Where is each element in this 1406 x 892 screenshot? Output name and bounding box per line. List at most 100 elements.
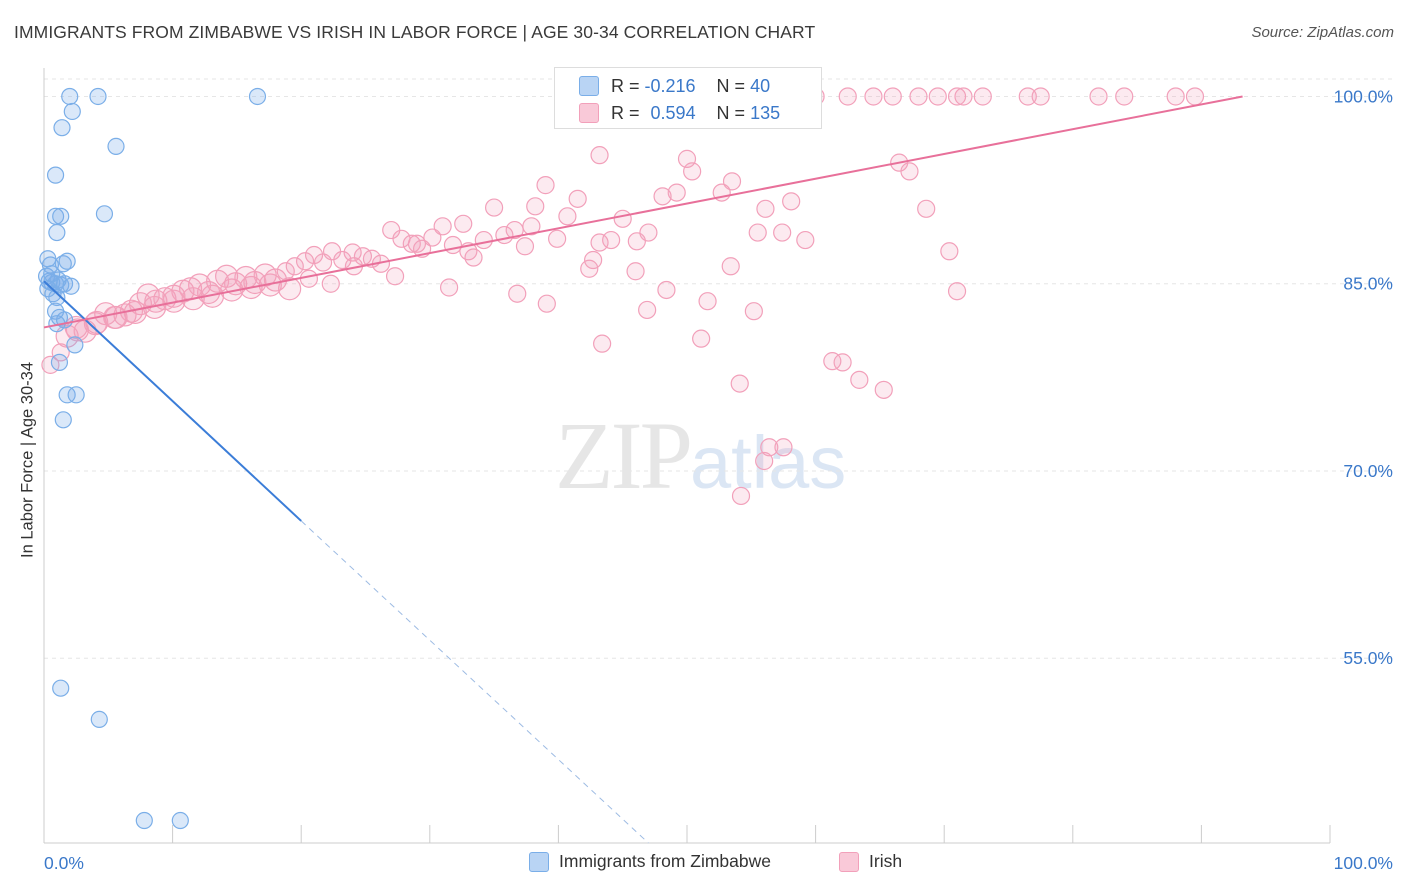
zimbabwe-point [63, 102, 81, 121]
legend-item-zimbabwe[interactable]: Immigrants from Zimbabwe [529, 851, 771, 872]
irish-point [474, 230, 493, 250]
n-value-irish: 135 [750, 102, 781, 123]
irish-point [698, 292, 717, 311]
zimbabwe-point [43, 265, 61, 283]
irish-point [584, 250, 603, 270]
zimbabwe-point [46, 166, 65, 184]
irish-point [1166, 87, 1185, 106]
irish-point [657, 280, 676, 300]
irish-point [402, 234, 421, 253]
zimbabwe-point [61, 87, 79, 106]
zimbabwe-swatch [579, 76, 599, 96]
zimbabwe-point [52, 207, 70, 225]
irish-point [692, 329, 711, 348]
irish-point [626, 262, 645, 281]
irish-point [838, 87, 857, 106]
tick-labels: 100.0% 85.0% 70.0% 55.0% 0.0% 100.0% [44, 86, 1393, 873]
irish-point [917, 199, 936, 218]
irish-point [755, 451, 774, 471]
irish-point [730, 374, 749, 393]
irish-point [580, 259, 599, 278]
irish-point [928, 87, 947, 106]
irish-point [423, 228, 442, 247]
irish-point [613, 209, 632, 228]
zimbabwe-point [52, 679, 70, 697]
irish-point [1089, 87, 1108, 106]
irish-point [639, 223, 658, 242]
irish-point [1031, 87, 1050, 106]
stats-row-zimbabwe: R = -0.216 N = 40 [579, 72, 770, 100]
source-label: Source: ZipAtlas.com [1251, 24, 1394, 41]
irish-point [433, 217, 452, 236]
irish-points [41, 87, 1205, 506]
irish-point [278, 277, 302, 301]
irish-point [407, 234, 427, 253]
irish-point [900, 162, 919, 181]
zimbabwe-point [171, 811, 189, 830]
y-tick-label: 70.0% [1343, 461, 1393, 481]
y-tick-label: 100.0% [1334, 86, 1393, 106]
irish-point [782, 192, 801, 211]
irish-point [940, 242, 959, 261]
irish-point [593, 334, 612, 353]
irish-point [756, 199, 775, 218]
irish-point [973, 87, 992, 106]
r-value-zimbabwe: -0.216 [644, 75, 696, 96]
irish-point [123, 300, 147, 325]
zimbabwe-legend-swatch [529, 851, 549, 872]
irish-point [295, 252, 315, 271]
irish-point [485, 198, 504, 217]
zimbabwe-trend-extension [300, 520, 649, 844]
irish-point [526, 197, 545, 216]
legend-item-irish[interactable]: Irish [839, 851, 902, 872]
zimbabwe-point [58, 252, 76, 270]
irish-point [537, 294, 556, 313]
irish-point [833, 353, 852, 372]
irish-point [515, 237, 535, 256]
irish-point [744, 302, 763, 321]
zimbabwe-point [48, 288, 66, 307]
irish-point [722, 172, 742, 191]
legend-label-irish: Irish [869, 851, 903, 871]
zimbabwe-point [107, 137, 125, 156]
zimbabwe-point [53, 119, 71, 137]
irish-point [947, 87, 967, 106]
irish-point [773, 223, 792, 242]
r-label: R = [611, 75, 640, 96]
irish-point [677, 149, 697, 168]
irish-point [439, 278, 459, 297]
zimbabwe-point [58, 386, 76, 404]
irish-point [299, 269, 319, 288]
irish-point [1018, 87, 1037, 106]
irish-point [721, 257, 740, 276]
zimbabwe-point [54, 411, 72, 429]
irish-point [508, 284, 527, 303]
irish-point [653, 187, 672, 206]
legend-label-zimbabwe: Immigrants from Zimbabwe [559, 851, 771, 871]
irish-point [568, 189, 587, 208]
irish-point [1115, 87, 1134, 106]
irish-point [276, 262, 295, 281]
irish-point [548, 229, 567, 248]
irish-point [443, 235, 463, 255]
irish-point [760, 438, 779, 457]
watermark: ZIPatlas [555, 400, 846, 511]
irish-point [65, 318, 90, 342]
irish-point [333, 250, 352, 270]
zimbabwe-trend-line [43, 280, 302, 522]
zimbabwe-point [135, 811, 153, 830]
irish-point [536, 176, 555, 195]
irish-point [796, 230, 815, 250]
irish-point [321, 274, 340, 293]
n-label: N = [716, 102, 746, 123]
irish-point [850, 370, 869, 389]
y-tick-label: 55.0% [1343, 648, 1393, 668]
y-tick-label: 85.0% [1343, 274, 1393, 294]
irish-point [909, 87, 928, 106]
r-value-irish: 0.594 [650, 102, 696, 123]
irish-point [104, 305, 128, 330]
zimbabwe-point [90, 710, 108, 729]
irish-point [215, 264, 239, 288]
bottom-legend: Immigrants from Zimbabwe Irish [0, 851, 1406, 879]
